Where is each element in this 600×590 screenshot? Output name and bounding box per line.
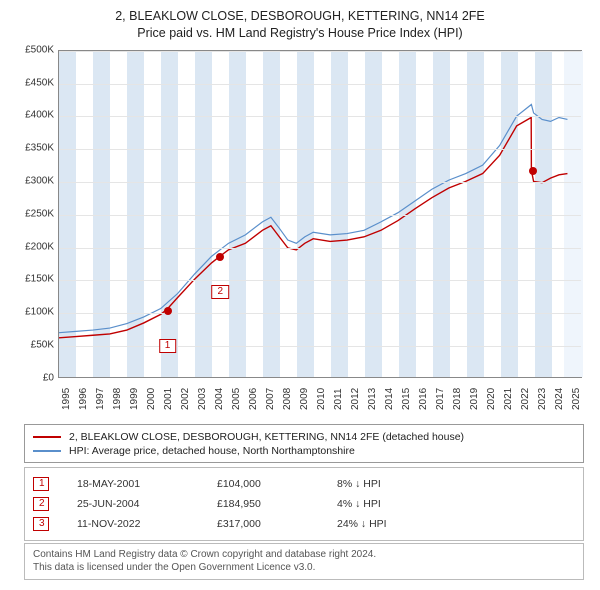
event-price: £104,000 <box>217 478 337 490</box>
event-delta: 8% ↓ HPI <box>337 478 457 490</box>
event-delta: 4% ↓ HPI <box>337 498 457 510</box>
x-axis-label: 2010 <box>316 388 327 410</box>
marker-label: 2 <box>212 285 230 299</box>
x-axis-label: 2001 <box>163 388 174 410</box>
legend: 2, BLEAKLOW CLOSE, DESBOROUGH, KETTERING… <box>24 424 584 463</box>
event-date: 11-NOV-2022 <box>77 518 217 530</box>
x-axis-label: 1995 <box>61 388 72 410</box>
y-axis-label: £150K <box>16 274 54 285</box>
x-axis-label: 2013 <box>367 388 378 410</box>
events-table: 1 18-MAY-2001£104,0008% ↓ HPI 2 25-JUN-2004… <box>24 467 584 541</box>
x-axis-label: 2003 <box>197 388 208 410</box>
y-axis-label: £350K <box>16 143 54 154</box>
grid-line <box>59 346 581 347</box>
event-price: £184,950 <box>217 498 337 510</box>
event-row: 1 18-MAY-2001£104,0008% ↓ HPI <box>33 474 575 494</box>
x-axis-label: 2020 <box>486 388 497 410</box>
grid-line <box>59 149 581 150</box>
y-axis-label: £500K <box>16 44 54 55</box>
legend-swatch-hpi <box>33 450 61 452</box>
y-axis-label: £250K <box>16 208 54 219</box>
title-line-1: 2, BLEAKLOW CLOSE, DESBOROUGH, KETTERING… <box>10 8 590 25</box>
grid-line <box>59 280 581 281</box>
x-axis-label: 2022 <box>520 388 531 410</box>
series-hpi <box>59 104 567 332</box>
x-axis-label: 2011 <box>333 388 344 410</box>
y-axis-label: £50K <box>16 339 54 350</box>
grid-line <box>59 51 581 52</box>
x-axis-label: 2004 <box>214 388 225 410</box>
x-axis-label: 2015 <box>401 388 412 410</box>
chart-plot: 123 <box>58 50 582 378</box>
x-axis-label: 2016 <box>418 388 429 410</box>
x-axis-label: 2025 <box>571 388 582 410</box>
marker-dot <box>216 253 224 261</box>
y-axis-label: £450K <box>16 77 54 88</box>
x-axis-label: 2021 <box>503 388 514 410</box>
legend-label-hpi: HPI: Average price, detached house, Nort… <box>69 445 355 457</box>
event-row: 2 25-JUN-2004£184,9504% ↓ HPI <box>33 494 575 514</box>
y-axis-label: £0 <box>16 372 54 383</box>
x-axis-label: 2018 <box>452 388 463 410</box>
event-price: £317,000 <box>217 518 337 530</box>
y-axis-label: £300K <box>16 175 54 186</box>
chart-container: 2, BLEAKLOW CLOSE, DESBOROUGH, KETTERING… <box>0 0 600 590</box>
x-axis-label: 2008 <box>282 388 293 410</box>
marker-dot <box>529 167 537 175</box>
grid-line <box>59 248 581 249</box>
x-axis-label: 2019 <box>469 388 480 410</box>
x-axis-label: 1998 <box>112 388 123 410</box>
event-number: 2 <box>33 497 49 511</box>
legend-item-property: 2, BLEAKLOW CLOSE, DESBOROUGH, KETTERING… <box>33 430 575 444</box>
y-axis-label: £100K <box>16 307 54 318</box>
x-axis-label: 1996 <box>78 388 89 410</box>
grid-line <box>59 116 581 117</box>
footer-line-2: This data is licensed under the Open Gov… <box>33 561 575 575</box>
chart-lines-svg <box>59 51 581 377</box>
x-axis-label: 1997 <box>95 388 106 410</box>
x-axis-label: 2006 <box>248 388 259 410</box>
x-axis-label: 2017 <box>435 388 446 410</box>
marker-dot <box>164 307 172 315</box>
y-axis-label: £200K <box>16 241 54 252</box>
marker-label: 1 <box>159 339 177 353</box>
x-axis-label: 2002 <box>180 388 191 410</box>
event-date: 25-JUN-2004 <box>77 498 217 510</box>
x-axis-label: 2000 <box>146 388 157 410</box>
title-block: 2, BLEAKLOW CLOSE, DESBOROUGH, KETTERING… <box>10 8 590 42</box>
footer: Contains HM Land Registry data © Crown c… <box>24 543 584 580</box>
x-axis-label: 2005 <box>231 388 242 410</box>
x-axis-label: 2009 <box>299 388 310 410</box>
x-axis-label: 2023 <box>537 388 548 410</box>
grid-line <box>59 313 581 314</box>
y-axis-label: £400K <box>16 110 54 121</box>
legend-label-property: 2, BLEAKLOW CLOSE, DESBOROUGH, KETTERING… <box>69 431 464 443</box>
series-property <box>59 117 567 337</box>
event-number: 3 <box>33 517 49 531</box>
footer-line-1: Contains HM Land Registry data © Crown c… <box>33 548 575 562</box>
x-axis-label: 2014 <box>384 388 395 410</box>
x-axis-labels: 1995 1996 1997 1998 1999 2000 2001 2002 2003 2004… <box>58 380 582 416</box>
x-axis-label: 2024 <box>554 388 565 410</box>
x-axis-label: 2012 <box>350 388 361 410</box>
legend-swatch-property <box>33 436 61 438</box>
event-number: 1 <box>33 477 49 491</box>
grid-line <box>59 84 581 85</box>
event-delta: 24% ↓ HPI <box>337 518 457 530</box>
grid-line <box>59 182 581 183</box>
grid-line <box>59 215 581 216</box>
x-axis-label: 2007 <box>265 388 276 410</box>
event-date: 18-MAY-2001 <box>77 478 217 490</box>
title-line-2: Price paid vs. HM Land Registry's House … <box>10 25 590 42</box>
event-row: 3 11-NOV-2022£317,00024% ↓ HPI <box>33 514 575 534</box>
chart-area: 123 199519961997199819992000200120022003… <box>16 48 586 418</box>
x-axis-label: 1999 <box>129 388 140 410</box>
legend-item-hpi: HPI: Average price, detached house, Nort… <box>33 444 575 458</box>
